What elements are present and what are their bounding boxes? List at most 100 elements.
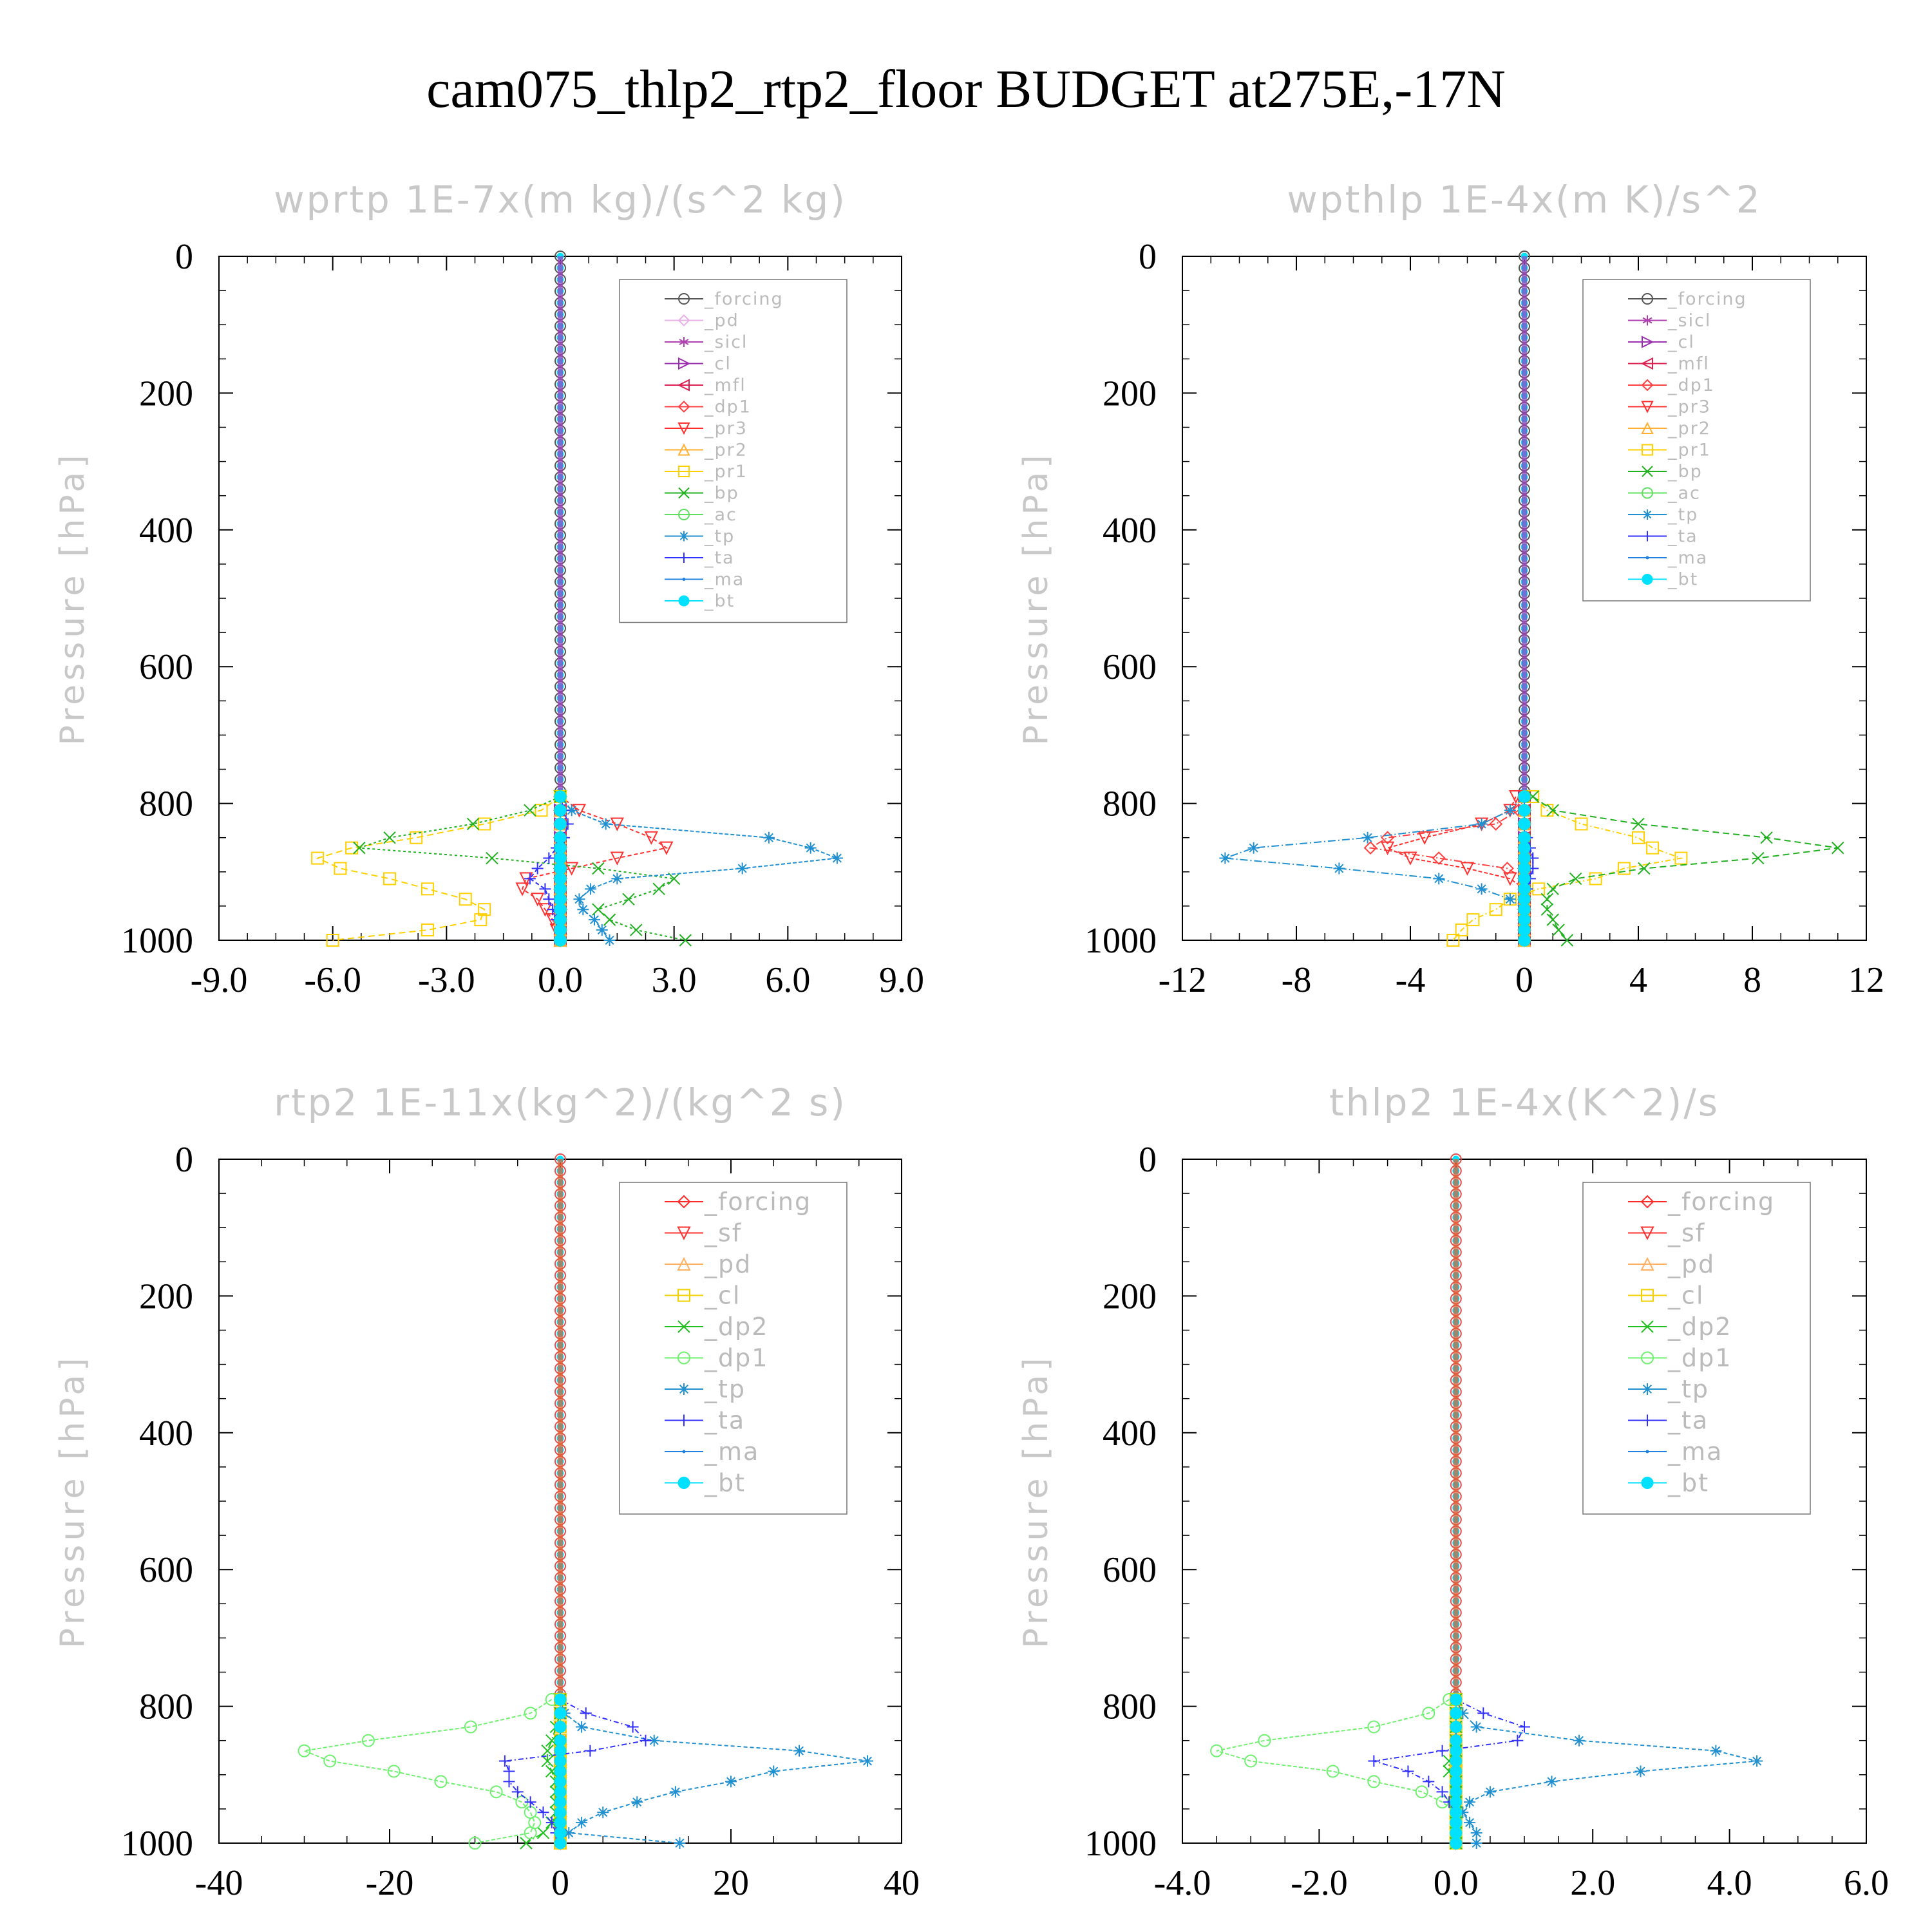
data-point bbox=[1642, 574, 1653, 585]
data-point bbox=[674, 1837, 686, 1849]
data-point bbox=[639, 1734, 652, 1747]
data-point bbox=[585, 883, 597, 895]
legend-item-sf: _sf bbox=[1628, 1219, 1704, 1247]
legend-item-ma: _ma bbox=[665, 570, 743, 590]
y-tick-label: 800 bbox=[1103, 784, 1157, 824]
data-point bbox=[1641, 1477, 1654, 1489]
legend-box bbox=[619, 279, 848, 623]
data-point bbox=[1484, 1786, 1496, 1798]
legend-item-pr3: _pr3 bbox=[665, 419, 746, 439]
legend-item-bt: _bt bbox=[665, 1469, 744, 1497]
panel-title: thlp2 1E-4x(K^2)/s bbox=[1329, 1081, 1719, 1124]
data-point bbox=[1489, 903, 1502, 916]
legend-item-pd: _pd bbox=[665, 311, 738, 331]
data-point bbox=[1642, 487, 1653, 499]
data-point bbox=[1422, 1707, 1435, 1720]
legend-label: _bt bbox=[1667, 570, 1698, 590]
data-point bbox=[531, 893, 545, 907]
x-tick-label: 4.0 bbox=[1707, 1863, 1752, 1903]
legend-item-pd: _pd bbox=[1628, 1250, 1714, 1278]
legend-item-forcing: _forcing bbox=[665, 289, 782, 309]
data-point bbox=[565, 804, 578, 817]
data-point bbox=[323, 1754, 337, 1768]
legend-label: _cl bbox=[1667, 1282, 1704, 1310]
series-dp1 bbox=[1363, 790, 1531, 947]
data-point bbox=[1760, 831, 1773, 844]
data-point bbox=[537, 1806, 549, 1819]
data-point bbox=[563, 1827, 575, 1839]
x-tick-label: 0.0 bbox=[1434, 1863, 1479, 1903]
legend-item-cl: _cl bbox=[1628, 332, 1694, 352]
series-line bbox=[1385, 796, 1525, 940]
data-point bbox=[678, 357, 691, 370]
data-point bbox=[677, 379, 690, 392]
y-tick-label: 200 bbox=[1103, 374, 1157, 413]
data-point bbox=[361, 1734, 375, 1747]
data-point bbox=[554, 790, 567, 803]
data-point bbox=[524, 1826, 537, 1840]
x-tick-label: 0 bbox=[551, 1863, 569, 1903]
data-point bbox=[554, 1745, 567, 1757]
x-tick-label: -8 bbox=[1282, 960, 1312, 1000]
data-point bbox=[1642, 531, 1653, 542]
data-point bbox=[1455, 923, 1468, 937]
data-point bbox=[554, 1795, 567, 1808]
data-point bbox=[1575, 817, 1588, 831]
data-point bbox=[1504, 893, 1516, 905]
data-point bbox=[1642, 336, 1654, 348]
legend-label: _dp2 bbox=[704, 1312, 768, 1341]
legend-item-forcing: _forcing bbox=[1628, 289, 1746, 309]
data-point bbox=[1457, 1707, 1469, 1719]
y-tick-label: 400 bbox=[1103, 1414, 1157, 1454]
data-point bbox=[1417, 831, 1432, 845]
legend-label: _ma bbox=[704, 1437, 759, 1466]
data-point bbox=[1501, 862, 1514, 875]
y-tick-label: 0 bbox=[1139, 237, 1157, 277]
data-point bbox=[793, 1745, 805, 1757]
legend-label: _mfl bbox=[704, 375, 746, 395]
zero-column bbox=[554, 1153, 566, 1700]
legend-label: _sf bbox=[704, 1219, 742, 1247]
data-point bbox=[804, 842, 817, 854]
y-tick-label: 0 bbox=[1139, 1140, 1157, 1180]
series-tp bbox=[1219, 790, 1530, 946]
legend-item-ma: _ma bbox=[1628, 548, 1707, 568]
data-point bbox=[1518, 790, 1531, 803]
y-tick-label: 800 bbox=[139, 1687, 193, 1727]
y-tick-label: 200 bbox=[139, 1276, 193, 1316]
data-point bbox=[554, 872, 567, 885]
data-point bbox=[345, 841, 359, 855]
data-point bbox=[543, 852, 555, 864]
data-point bbox=[677, 1195, 691, 1209]
data-point bbox=[1546, 913, 1559, 926]
data-point bbox=[554, 1693, 567, 1706]
data-point bbox=[1640, 357, 1653, 370]
data-point bbox=[1589, 872, 1602, 886]
data-point bbox=[1450, 1837, 1463, 1850]
data-point bbox=[311, 851, 325, 865]
data-point bbox=[1363, 841, 1378, 855]
legend-label: _ta bbox=[1667, 527, 1698, 547]
data-point bbox=[1475, 818, 1488, 830]
data-point bbox=[554, 1775, 567, 1788]
legend-label: _forcing bbox=[1667, 1188, 1775, 1216]
legend-item-ta: _ta bbox=[1628, 527, 1698, 547]
legend-item-sf: _sf bbox=[665, 1219, 742, 1247]
data-point bbox=[536, 1826, 550, 1839]
data-point bbox=[554, 903, 567, 916]
series-line bbox=[521, 796, 668, 941]
data-point bbox=[554, 1837, 567, 1850]
data-point bbox=[554, 1785, 567, 1798]
legend-item-pr2: _pr2 bbox=[1628, 419, 1710, 439]
data-point bbox=[1640, 1195, 1654, 1209]
data-point bbox=[1367, 1775, 1381, 1788]
data-point bbox=[1569, 872, 1582, 886]
data-point bbox=[1518, 903, 1531, 916]
data-point bbox=[679, 934, 692, 947]
x-tick-label: 0 bbox=[1515, 960, 1533, 1000]
y-axis-label: Pressure [hPa] bbox=[53, 451, 92, 746]
data-point bbox=[474, 913, 488, 927]
data-point bbox=[768, 1765, 780, 1777]
x-tick-label: 2.0 bbox=[1570, 1863, 1615, 1903]
data-point bbox=[554, 831, 567, 844]
